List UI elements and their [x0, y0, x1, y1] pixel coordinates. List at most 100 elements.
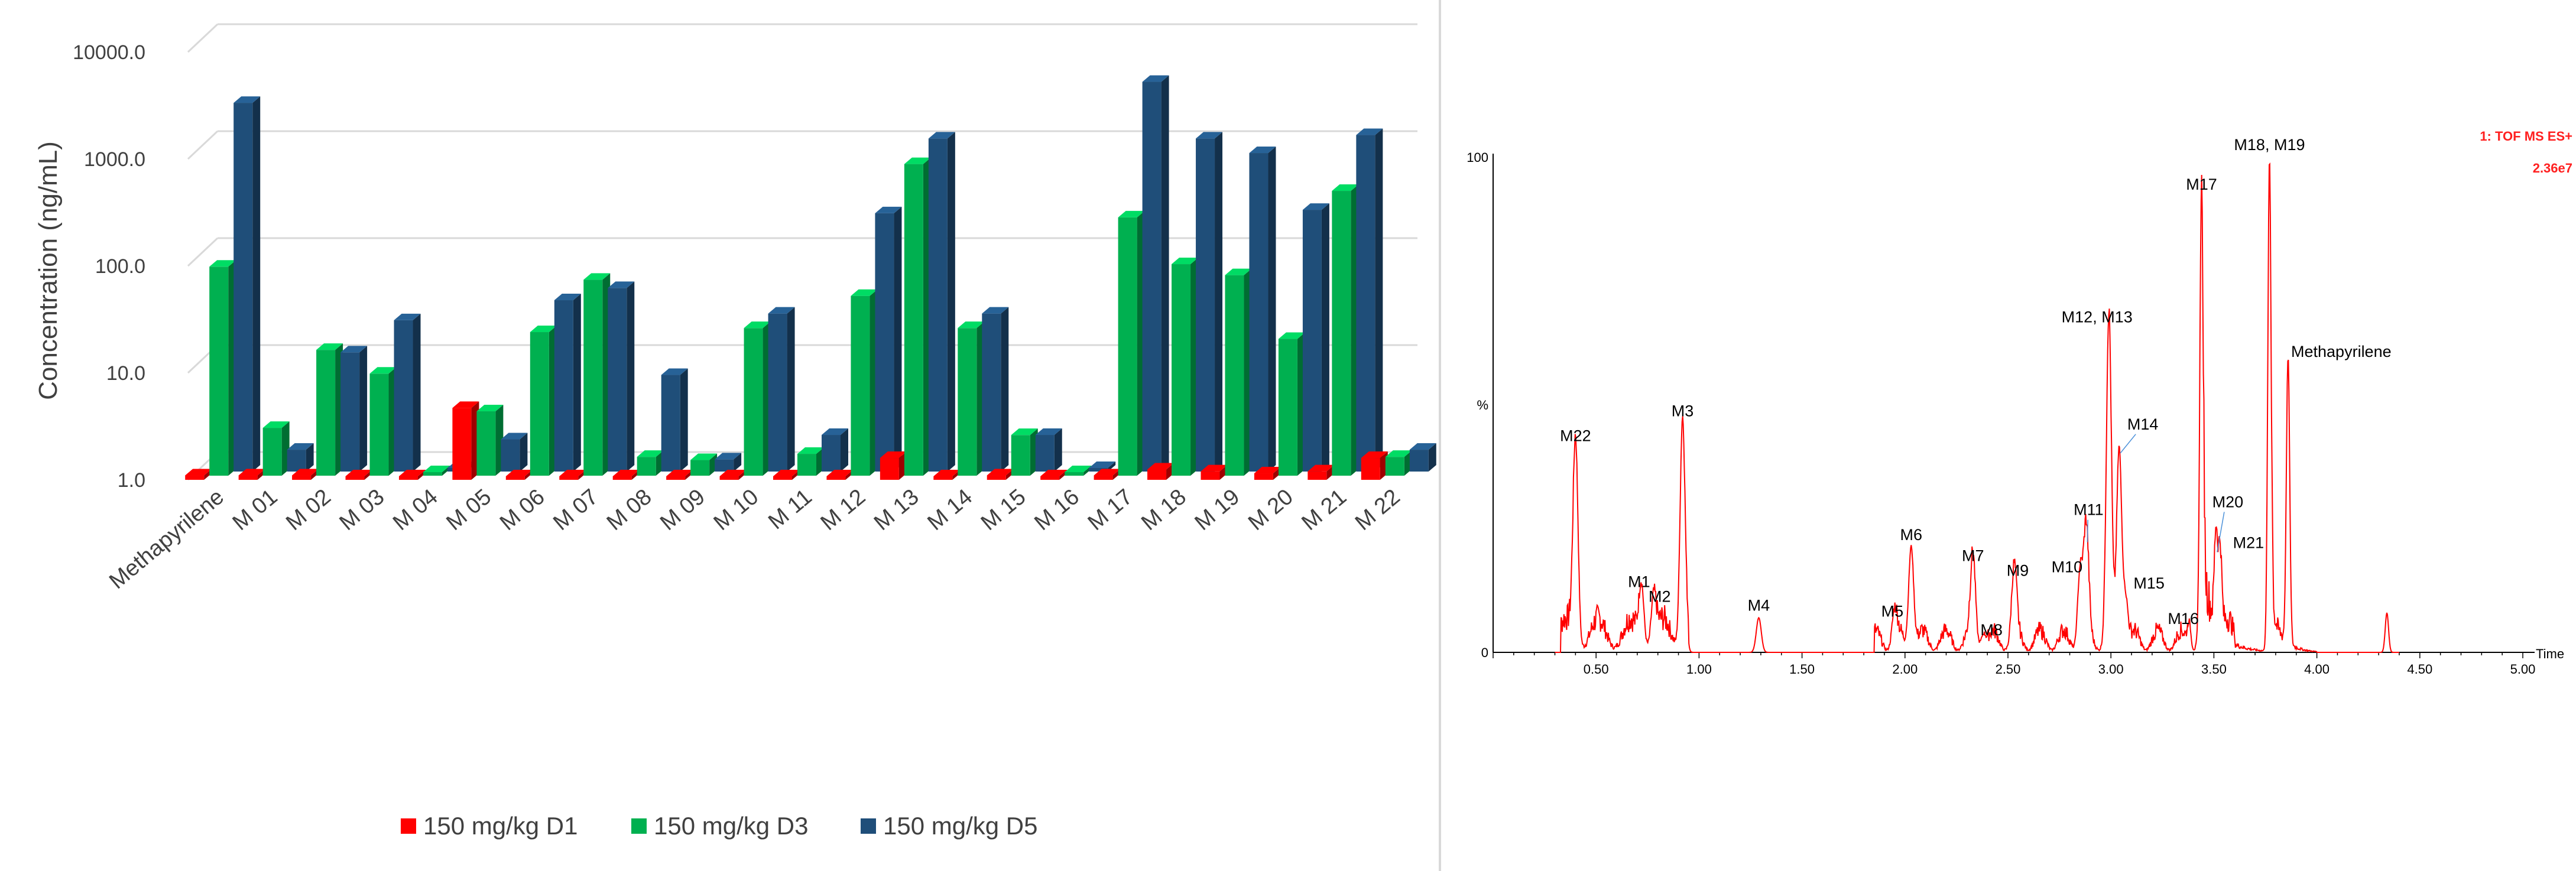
x-tick-label: M 12: [816, 485, 871, 535]
bar-side: [1321, 203, 1329, 472]
peak-label: M11: [2074, 501, 2104, 519]
peak-leader: [2120, 434, 2136, 454]
bar: [928, 138, 948, 472]
x-tick-label: M 21: [1297, 485, 1351, 535]
peak-label: M8: [1980, 621, 2003, 639]
bar-side: [252, 96, 261, 472]
x-tick-label: 3.00: [2098, 662, 2124, 677]
bar-top: [1225, 268, 1252, 275]
bar-top: [238, 469, 265, 476]
bar-top: [1147, 463, 1175, 470]
bar-top: [690, 453, 718, 460]
bar-top: [1172, 258, 1199, 265]
x-tick-label: 2.50: [1996, 662, 2021, 677]
bar-top: [476, 405, 504, 412]
bar-top: [982, 307, 1009, 314]
bar: [209, 266, 229, 476]
bar: [233, 103, 253, 472]
x-tick-label: 0.50: [1584, 662, 1609, 677]
bar-top: [768, 307, 795, 314]
bar-side: [787, 307, 795, 472]
chromatogram-chart: 0.50 1.00 1.50 2.00 2.50 3.00 3.50 4.00 4.50 5.00…: [1467, 129, 2572, 677]
bar-top: [822, 428, 848, 436]
bar-side: [680, 368, 688, 472]
bar: [394, 320, 413, 472]
x-tick-label: 1.00: [1686, 662, 1712, 677]
bar: [826, 476, 846, 480]
bar: [715, 459, 734, 472]
bar: [530, 332, 549, 476]
legend-swatch: [861, 818, 876, 834]
bar: [185, 475, 205, 480]
bar-top: [1249, 147, 1276, 154]
bar-top: [958, 321, 985, 329]
bar-side: [1054, 428, 1062, 472]
bar: [744, 328, 763, 476]
bar-top: [1302, 203, 1329, 210]
bar-side: [1161, 75, 1169, 472]
x-tick-label: M 18: [1137, 485, 1191, 535]
peak-label: Methapyrilene: [2291, 343, 2392, 360]
bar-side: [573, 294, 581, 472]
bar-top: [1142, 75, 1169, 82]
peak-label: M20: [2212, 493, 2244, 511]
gridline-diagonal: [187, 130, 219, 160]
bar-top: [262, 421, 290, 428]
x-tick-label: M 09: [656, 485, 710, 535]
bar: [933, 476, 953, 480]
bar-top: [398, 470, 426, 476]
bar: [1249, 153, 1268, 472]
x-tick-label: 1.50: [1789, 662, 1815, 677]
bar-top: [1409, 443, 1436, 450]
y-tick-label: 10.0: [106, 362, 145, 385]
x-tick-label: M 06: [495, 485, 550, 535]
bar-chart: 1.0 10.0 100.0 1000.0 10000.0 Concentration (…: [34, 23, 1436, 840]
bar: [369, 373, 389, 476]
y-tick-label: 1000.0: [84, 148, 145, 171]
bar: [1302, 210, 1322, 472]
bar: [1385, 457, 1404, 476]
x-tick-label: M 05: [442, 485, 496, 535]
bar: [719, 476, 739, 480]
peak-label: M22: [1560, 427, 1591, 444]
bar-top: [608, 281, 635, 288]
bar-top: [715, 453, 742, 460]
x-tick-label: M 02: [281, 485, 336, 535]
legend-swatch: [631, 818, 647, 834]
bar: [452, 408, 472, 480]
bar: [559, 476, 579, 480]
bar-top: [340, 346, 368, 353]
bar-top: [1089, 462, 1116, 468]
chromatogram-trace: [1555, 162, 2399, 653]
bar: [1089, 468, 1108, 472]
bar-top: [530, 326, 557, 333]
bar-top: [505, 470, 533, 476]
bar: [612, 476, 632, 480]
peak-label: M21: [2233, 534, 2264, 552]
y-tick-label: 1.0: [118, 469, 145, 492]
bar-top: [1278, 332, 1305, 339]
legend-label: 150 mg/kg D3: [654, 812, 808, 840]
bar-side: [627, 281, 635, 472]
bar-top: [928, 132, 955, 139]
peak-label: M3: [1672, 402, 1694, 420]
bar-top: [423, 466, 450, 472]
peak-label: M10: [2052, 558, 2083, 576]
bar-side: [1268, 147, 1276, 472]
bar-top: [583, 273, 611, 280]
bar: [292, 475, 312, 480]
bar: [666, 476, 686, 480]
bar: [1011, 435, 1030, 476]
bar: [1118, 217, 1137, 476]
x-tick-label: M 15: [976, 485, 1031, 535]
x-tick-label: M 08: [602, 485, 657, 535]
bar-top: [744, 321, 771, 329]
bar-top: [1201, 464, 1228, 472]
bar: [1094, 475, 1113, 480]
bar: [398, 476, 418, 480]
bar-top: [1118, 210, 1145, 217]
peak-label: M17: [2186, 176, 2217, 193]
bar-top: [554, 294, 581, 301]
bar: [583, 280, 603, 476]
bar-side: [841, 428, 848, 472]
